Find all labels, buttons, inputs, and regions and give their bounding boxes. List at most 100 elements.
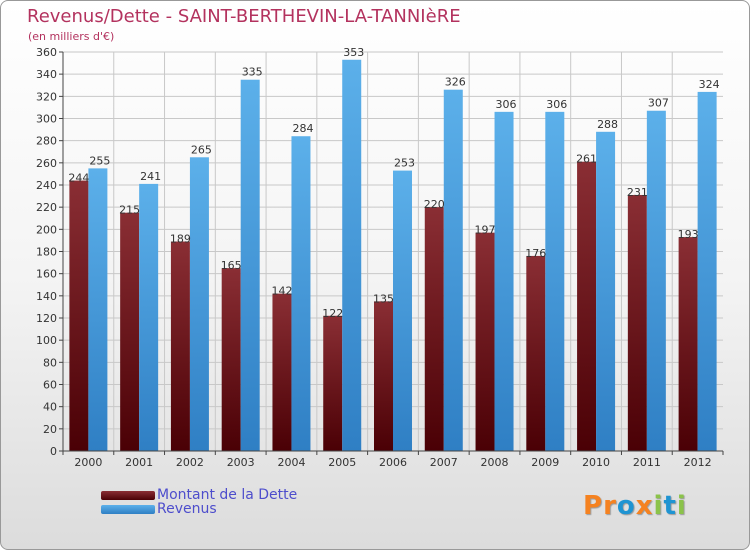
y-tick-label: 100: [36, 334, 57, 347]
y-tick-label: 160: [36, 268, 57, 281]
x-tick-label: 2006: [379, 456, 407, 469]
x-tick-label: 2005: [328, 456, 356, 469]
value-label-revenue: 324: [699, 78, 720, 91]
bar-revenue: [189, 157, 209, 451]
logo-letter: x: [635, 491, 654, 521]
bar-revenue: [342, 59, 362, 452]
x-tick-label: 2002: [176, 456, 204, 469]
bar-debt: [424, 207, 444, 451]
bar-debt: [577, 161, 597, 451]
value-label-revenue: 253: [394, 157, 415, 170]
legend-label-revenue: Revenus: [157, 501, 217, 517]
logo-letter: P: [583, 491, 604, 521]
chart-title: Revenus/Dette - SAINT-BERTHEVIN-LA-TANNI…: [27, 6, 461, 27]
bar-revenue: [240, 79, 260, 451]
x-tick-label: 2001: [125, 456, 153, 469]
bar-revenue: [393, 170, 412, 451]
y-tick-label: 40: [43, 401, 57, 414]
legend-swatch-debt: [101, 490, 155, 500]
logo-letter: i: [676, 491, 687, 521]
bar-revenue: [646, 110, 666, 451]
value-label-revenue: 288: [597, 118, 618, 131]
bar-revenue: [545, 111, 565, 451]
y-tick-label: 320: [36, 90, 57, 103]
bar-debt: [678, 237, 698, 451]
bar-debt: [374, 301, 393, 451]
bar-debt: [475, 232, 495, 451]
value-label-debt: 176: [525, 247, 546, 260]
y-tick-label: 140: [36, 290, 57, 303]
bar-debt: [323, 315, 343, 451]
x-tick-label: 2010: [582, 456, 610, 469]
bar-debt: [272, 293, 292, 451]
value-label-debt: 142: [271, 285, 292, 298]
bar-revenue: [291, 136, 311, 451]
x-tick-label: 2012: [684, 456, 712, 469]
bar-revenue: [697, 91, 717, 452]
x-tick-label: 2000: [74, 456, 102, 469]
bars-layer: [69, 59, 717, 452]
logo-letter: r: [603, 491, 617, 521]
y-tick-label: 280: [36, 135, 57, 148]
legend-item-revenue: Revenus: [101, 501, 217, 517]
value-label-debt: 215: [119, 204, 140, 217]
value-label-debt: 135: [373, 292, 394, 305]
bar-debt: [627, 194, 647, 451]
y-tick-label: 260: [36, 157, 57, 170]
logo-letter: t: [663, 491, 677, 521]
value-label-revenue: 241: [140, 170, 161, 183]
bar-debt: [526, 255, 546, 451]
proxiti-logo: Proxiti: [583, 491, 687, 521]
value-label-debt: 197: [475, 224, 496, 237]
value-label-revenue: 353: [343, 46, 364, 59]
chart-subtitle: (en milliers d'€): [28, 30, 115, 43]
value-label-debt: 220: [424, 198, 445, 211]
value-label-revenue: 307: [648, 97, 669, 110]
value-label-debt: 261: [576, 153, 597, 166]
y-tick-label: 360: [36, 46, 57, 59]
x-tick-label: 2003: [227, 456, 255, 469]
y-tick-label: 180: [36, 246, 57, 259]
y-tick-label: 240: [36, 179, 57, 192]
value-label-revenue: 326: [445, 76, 466, 89]
bar-debt: [170, 241, 190, 451]
bar-revenue: [88, 168, 108, 451]
y-tick-label: 20: [43, 423, 57, 436]
logo-letter: o: [616, 491, 636, 521]
y-tick-label: 60: [43, 379, 57, 392]
logo-letter: i: [653, 491, 664, 521]
value-label-debt: 231: [627, 186, 648, 199]
value-label-revenue: 284: [292, 122, 313, 135]
axis-layer: 0 20 40 60 80 100 120 140 160 180 200 220 240 260 280 3…: [36, 46, 724, 469]
value-label-revenue: 255: [89, 154, 110, 167]
x-tick-label: 2009: [531, 456, 559, 469]
y-tick-label: 200: [36, 223, 57, 236]
x-tick-label: 2011: [633, 456, 661, 469]
bar-debt: [221, 268, 241, 451]
value-label-revenue: 306: [496, 98, 517, 111]
x-tick-label: 2007: [430, 456, 458, 469]
x-tick-label: 2004: [277, 456, 305, 469]
bar-revenue: [443, 89, 463, 451]
value-label-debt: 193: [678, 228, 699, 241]
value-label-revenue: 306: [546, 98, 567, 111]
value-label-debt: 244: [68, 172, 89, 185]
value-label-debt: 165: [221, 259, 242, 272]
legend-item-debt: Montant de la Dette: [101, 487, 298, 503]
bar-debt: [120, 212, 140, 451]
bar-revenue: [139, 183, 159, 451]
legend-swatch-revenue: [101, 504, 155, 514]
y-tick-label: 300: [36, 113, 57, 126]
bar-revenue: [494, 111, 514, 451]
value-label-debt: 122: [322, 307, 343, 320]
value-label-debt: 189: [170, 233, 191, 246]
legend-label-debt: Montant de la Dette: [157, 487, 298, 503]
value-label-revenue: 335: [242, 66, 263, 79]
y-tick-label: 80: [43, 356, 57, 369]
value-label-revenue: 265: [191, 143, 212, 156]
y-tick-label: 340: [36, 68, 57, 81]
y-tick-label: 0: [50, 445, 57, 458]
